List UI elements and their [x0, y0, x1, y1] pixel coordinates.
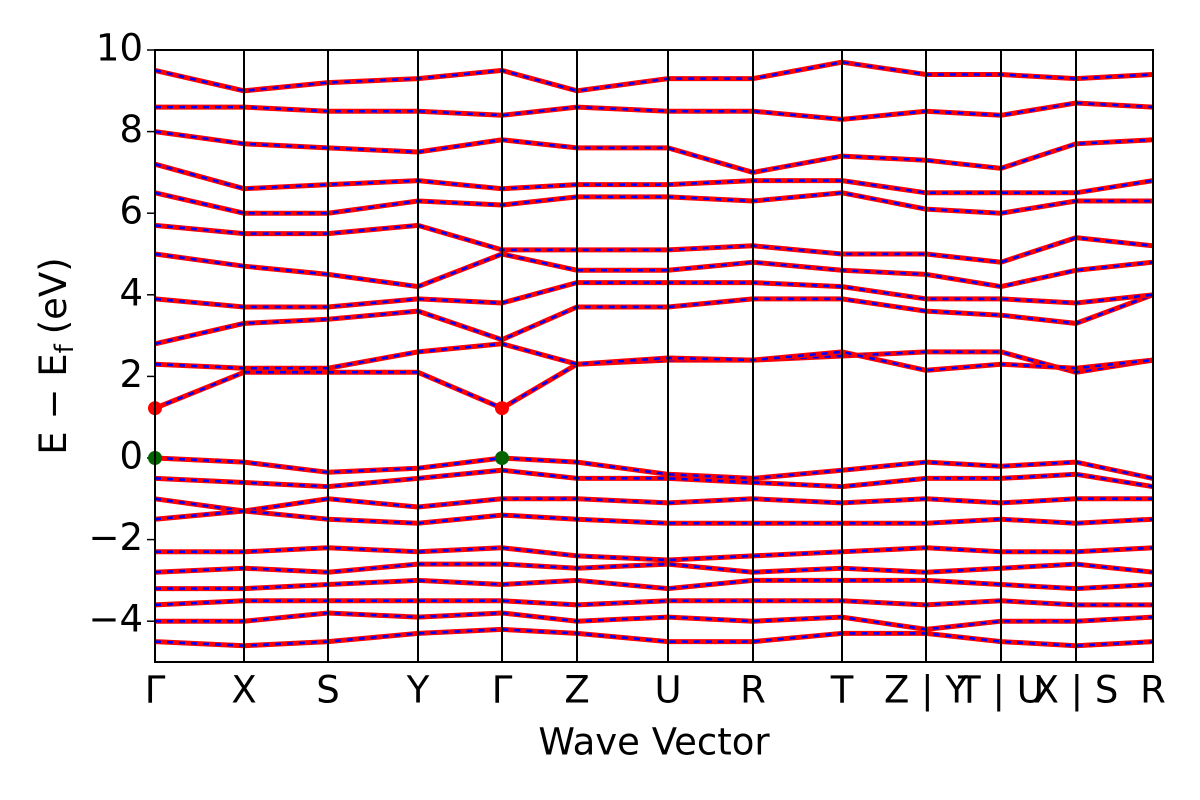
plot-frame [154, 49, 1154, 663]
band-dash [154, 224, 1154, 264]
x-tick-label: U [654, 669, 681, 712]
band [154, 292, 1154, 347]
y-tick-label: −4 [88, 598, 143, 641]
y-axis-label: E − Ef (eV) [32, 257, 80, 454]
band [154, 455, 1154, 481]
x-tick-label: R [1140, 669, 1166, 712]
x-tick-label: T | U [957, 669, 1044, 712]
x-tick-label: Z | Y [884, 669, 968, 712]
x-tick-label: X | S [1034, 669, 1119, 712]
y-tick-label: 10 [96, 27, 143, 70]
y-tick-label: 8 [119, 108, 143, 151]
extremum-marker [495, 401, 509, 416]
x-tick-label: S [316, 669, 340, 712]
x-tick-label: R [740, 669, 766, 712]
band [154, 341, 1154, 373]
x-tick-label: Γ [145, 669, 166, 712]
y-tick-label: 0 [119, 435, 143, 478]
y-label-unit: (eV) [32, 257, 75, 334]
y-tick-label: 4 [119, 271, 143, 314]
y-tick-label: 2 [119, 353, 143, 396]
x-tick-label: Y [406, 669, 430, 712]
y-tick-label: −2 [88, 516, 143, 559]
band [154, 508, 1154, 526]
band [154, 222, 1154, 265]
band [154, 59, 1154, 94]
band [154, 496, 1153, 514]
y-tick-label: 6 [119, 190, 143, 233]
band [154, 190, 1153, 216]
y-label-sub: f [50, 343, 80, 353]
y-label-main: E − E [32, 353, 75, 454]
x-tick-label: X [231, 669, 256, 712]
x-axis-label: Wave Vector [538, 721, 770, 764]
band-dash [154, 130, 1154, 174]
x-tick-label: T [830, 669, 854, 712]
x-tick-label: Z [564, 669, 589, 712]
extremum-marker [495, 451, 509, 465]
x-tick-label: Γ [492, 669, 513, 712]
